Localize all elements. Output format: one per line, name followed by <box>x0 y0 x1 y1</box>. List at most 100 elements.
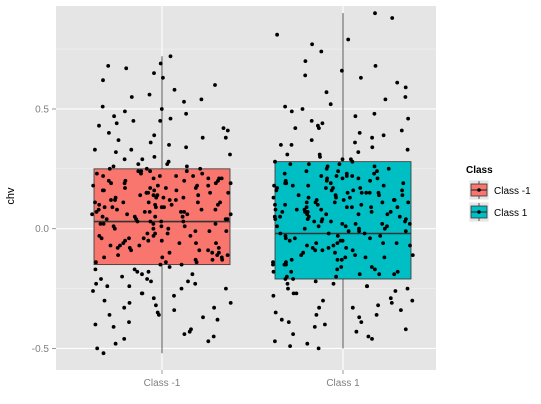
data-point <box>196 193 201 198</box>
y-axis-title: chv <box>5 187 17 205</box>
data-point <box>341 198 346 202</box>
data-point <box>273 207 278 212</box>
data-point <box>140 272 144 277</box>
data-point <box>410 253 415 257</box>
data-point <box>305 341 310 346</box>
data-point <box>157 313 161 317</box>
data-point <box>144 190 149 195</box>
data-point <box>397 214 402 219</box>
data-point <box>111 325 116 329</box>
data-point <box>340 222 345 226</box>
data-point <box>392 272 397 277</box>
data-point <box>167 143 171 147</box>
data-point <box>400 193 405 198</box>
data-point <box>321 298 325 303</box>
data-point <box>158 61 163 66</box>
data-point <box>275 224 279 229</box>
data-point <box>376 303 380 308</box>
data-point <box>102 298 107 303</box>
data-point <box>124 66 129 71</box>
data-point <box>216 246 221 250</box>
data-point <box>147 92 152 97</box>
data-point <box>389 301 394 305</box>
data-point <box>162 205 166 210</box>
data-point <box>213 222 218 226</box>
data-point <box>121 200 126 205</box>
data-point <box>368 236 372 241</box>
data-point <box>219 176 224 181</box>
data-point <box>94 210 99 214</box>
data-point <box>382 255 387 260</box>
data-point <box>333 193 338 198</box>
data-point <box>290 183 295 188</box>
data-point <box>182 332 187 336</box>
data-point <box>188 234 193 238</box>
data-point <box>362 231 367 236</box>
data-point <box>378 234 383 238</box>
data-point <box>115 246 120 250</box>
data-point <box>405 286 410 291</box>
data-point <box>93 200 97 205</box>
data-point <box>116 138 121 143</box>
data-point <box>174 174 179 178</box>
data-point <box>326 246 331 250</box>
data-point <box>359 320 364 324</box>
data-point <box>123 186 127 190</box>
data-point <box>353 253 357 257</box>
data-point <box>350 248 355 253</box>
data-point <box>151 193 156 198</box>
data-point <box>395 269 400 274</box>
data-point <box>275 32 279 37</box>
data-point <box>331 186 335 190</box>
data-point <box>102 255 106 260</box>
data-point <box>279 317 284 322</box>
data-point <box>151 296 156 301</box>
data-point <box>210 250 215 255</box>
data-point <box>356 212 361 217</box>
data-point <box>340 68 344 73</box>
data-point <box>331 243 336 248</box>
data-point <box>319 49 324 54</box>
data-point <box>193 229 198 234</box>
data-point <box>345 190 350 195</box>
data-point <box>109 181 113 186</box>
data-point <box>314 313 319 317</box>
data-point <box>91 183 96 188</box>
data-point <box>100 214 105 219</box>
data-point <box>335 234 340 238</box>
data-point <box>357 229 361 234</box>
data-point <box>215 317 220 322</box>
data-point <box>165 162 170 167</box>
data-point <box>319 219 324 224</box>
data-point <box>129 95 134 99</box>
data-point <box>372 171 376 176</box>
data-point <box>123 109 127 114</box>
data-point <box>140 157 145 162</box>
data-point <box>381 241 385 246</box>
data-point <box>182 99 186 104</box>
data-point <box>112 226 117 231</box>
data-point <box>306 183 311 188</box>
data-point <box>317 305 321 310</box>
data-point <box>228 301 233 305</box>
x-tick-label: Class -1 <box>144 378 181 389</box>
data-point <box>288 344 292 348</box>
data-point <box>121 241 126 246</box>
data-point <box>385 224 389 229</box>
data-point <box>114 121 119 126</box>
data-point <box>101 174 105 178</box>
data-point <box>90 212 94 217</box>
data-point <box>181 195 186 200</box>
x-tick-label: Class 1 <box>326 378 360 389</box>
data-point <box>136 162 141 167</box>
data-point <box>208 190 213 195</box>
data-point <box>213 83 217 87</box>
data-point <box>404 217 408 222</box>
data-point <box>303 73 308 78</box>
data-point <box>102 205 107 210</box>
data-point <box>174 198 178 202</box>
data-point <box>401 181 406 186</box>
data-point <box>313 279 318 284</box>
data-point <box>105 284 110 289</box>
